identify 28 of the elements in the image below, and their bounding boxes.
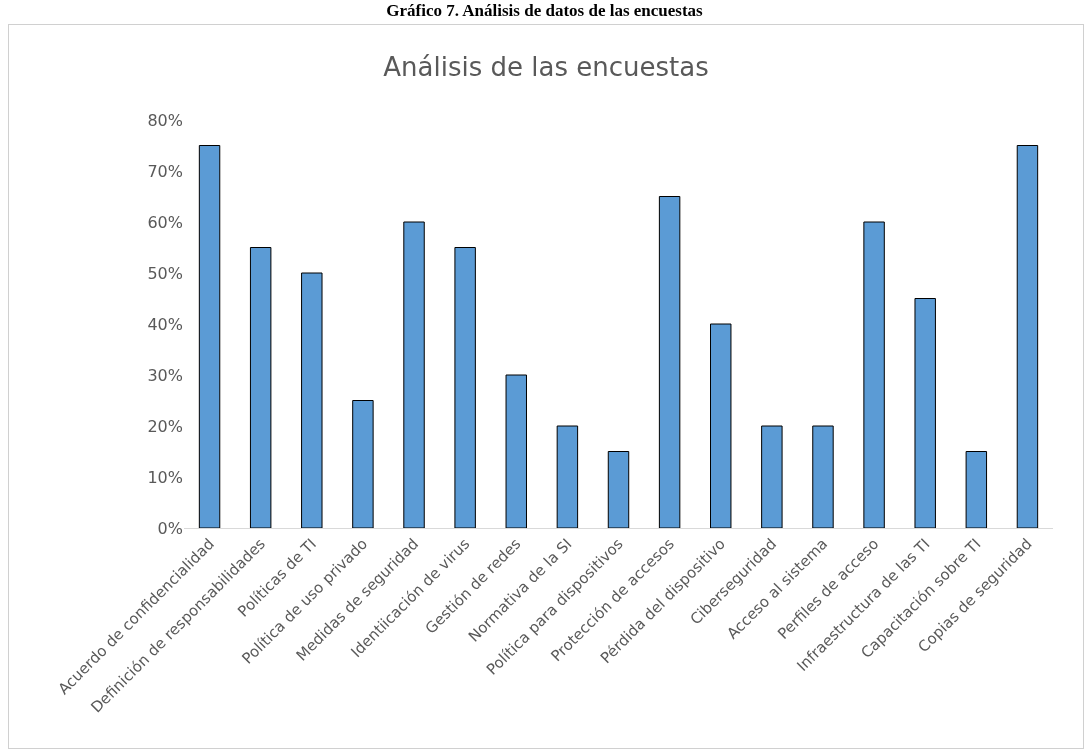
bar — [403, 221, 425, 528]
bar — [965, 451, 988, 528]
y-tick-label: 80% — [147, 110, 183, 130]
bar — [352, 400, 374, 528]
y-tick-label: 70% — [147, 161, 183, 181]
bar — [761, 425, 783, 528]
y-tick-label: 30% — [147, 365, 183, 385]
bar — [914, 298, 936, 528]
bar — [301, 272, 323, 528]
bar — [607, 451, 630, 528]
bar — [1016, 145, 1039, 528]
y-tick-label: 0% — [157, 518, 183, 538]
chart-subtitle: Análisis de las encuestas — [383, 51, 709, 82]
y-tick-label: 10% — [147, 467, 183, 487]
bar — [658, 196, 681, 528]
bar — [556, 425, 579, 528]
y-tick-label: 40% — [147, 314, 183, 334]
bar — [863, 221, 885, 528]
bar — [249, 247, 272, 528]
bar — [198, 145, 221, 528]
bar — [812, 425, 834, 528]
bar — [710, 323, 732, 528]
chart-title: Gráfico 7. Análisis de datos de las encuestas — [385, 0, 704, 22]
y-tick-label: 50% — [147, 263, 183, 283]
bar — [454, 247, 476, 528]
bar — [505, 374, 527, 528]
y-tick-label: 20% — [147, 416, 183, 436]
y-tick-label: 60% — [147, 212, 183, 232]
